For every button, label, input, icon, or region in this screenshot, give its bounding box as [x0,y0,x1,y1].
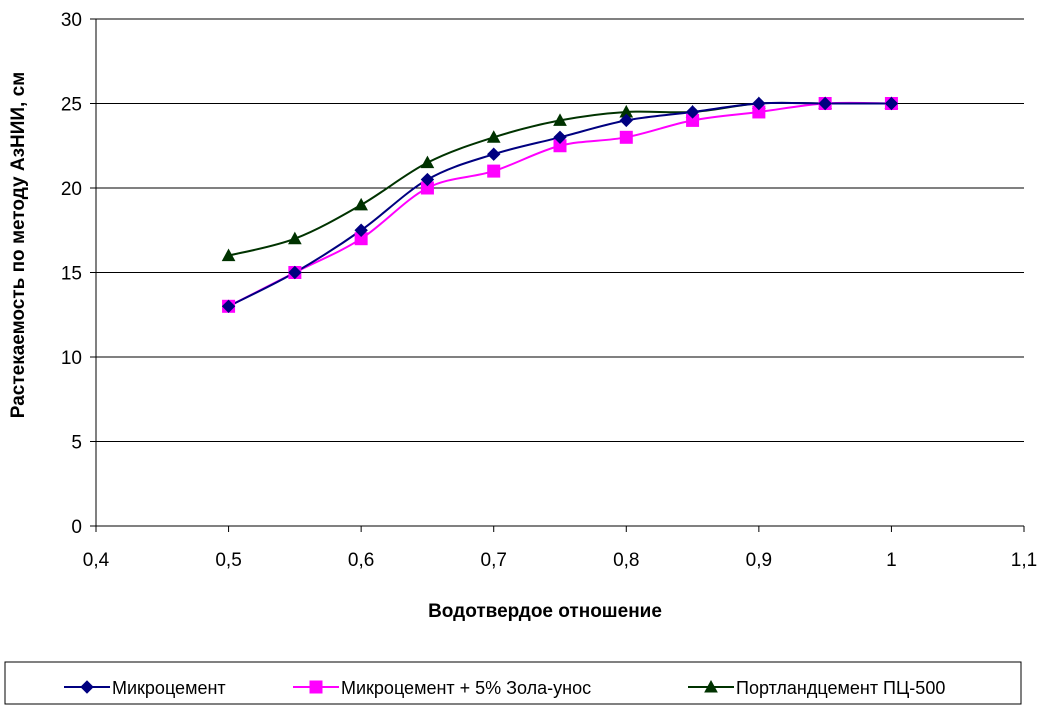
y-axis-title: Растекаемость по методу АзНИИ, см [8,72,29,418]
data-point-series-3 [420,155,435,169]
x-tick-label: 0,5 [215,550,241,571]
x-tick-label: 1 [886,550,897,571]
data-point-series-1 [884,96,899,111]
data-point-series-3 [553,113,567,126]
x-tick-label: 0,6 [348,550,374,571]
data-point-series-1 [685,105,700,119]
y-tick-label: 25 [61,95,82,116]
data-point-series-3 [486,130,501,143]
y-tick-label: 30 [61,10,82,31]
data-point-series-3 [221,248,236,262]
data-point-series-3 [354,197,368,211]
legend: Микроцемент Микроцемент + 5% Зола-унос Пор… [4,661,1022,705]
data-point-series-1 [221,299,236,314]
y-tick-label: 15 [61,264,82,285]
legend-marker-3 [704,679,718,693]
x-tick-labels: 0,4 0,5 0,6 0,7 0,8 0,9 1 1,1 [83,550,1037,571]
data-point-series-2 [487,164,501,178]
legend-label-3: Портландцемент ПЦ-500 [736,678,945,698]
legend-frame [4,661,1022,705]
data-point-series-1 [487,147,501,161]
x-tick-label: 0,8 [613,550,639,571]
y-tick-label: 10 [61,348,82,369]
data-point-series-2 [619,130,633,144]
y-tick-label: 5 [71,433,82,454]
data-point-series-1 [288,265,302,280]
y-tick-labels: 0 5 10 15 20 25 30 [61,10,82,538]
data-point-series-1 [420,172,435,187]
data-point-series-1 [818,96,832,111]
x-axis-title: Водотвердое отношение [428,601,662,622]
legend-marker-2 [309,680,323,694]
series-markers [221,96,899,314]
legend-label-1: Микроцемент [112,678,226,698]
x-tick-label: 0,9 [746,550,772,571]
x-tick-label: 1,1 [1011,550,1037,571]
x-tick-label: 0,4 [83,550,110,571]
data-point-series-1 [553,130,567,145]
data-point-series-1 [752,96,766,111]
y-tick-label: 0 [71,517,82,538]
data-point-series-1 [619,113,633,128]
legend-marker-1 [80,680,94,694]
data-point-series-1 [354,223,368,237]
gridlines [96,18,1024,442]
legend-label-2: Микроцемент + 5% Зола-унос [341,678,591,698]
axes [90,18,1025,532]
data-point-series-3 [288,231,302,245]
x-tick-label: 0,7 [481,550,507,571]
y-tick-label: 20 [61,179,82,200]
